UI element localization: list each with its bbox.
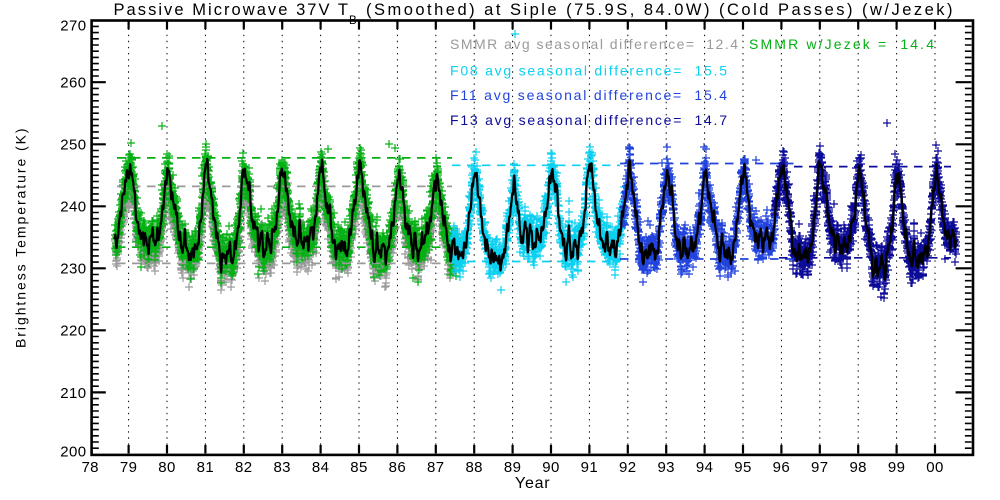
svg-text:230: 230 bbox=[60, 261, 86, 278]
svg-text:81: 81 bbox=[197, 459, 215, 476]
svg-text:94: 94 bbox=[696, 459, 714, 476]
svg-text:F08 avg seasonal difference=: F08 avg seasonal difference= 15.5 bbox=[450, 63, 727, 79]
svg-text:84: 84 bbox=[312, 459, 330, 476]
svg-text:SMMR avg seasonal difference=: SMMR avg seasonal difference= 12.4 bbox=[450, 36, 738, 52]
svg-text:93: 93 bbox=[657, 459, 675, 476]
svg-text:99: 99 bbox=[888, 459, 906, 476]
svg-text:78: 78 bbox=[81, 459, 99, 476]
svg-text:Brightness Temperature (K): Brightness Temperature (K) bbox=[13, 128, 29, 348]
svg-text:220: 220 bbox=[60, 323, 86, 340]
svg-text:79: 79 bbox=[120, 459, 138, 476]
svg-text:80: 80 bbox=[158, 459, 176, 476]
svg-text:86: 86 bbox=[389, 459, 407, 476]
svg-text:250: 250 bbox=[60, 137, 86, 154]
svg-text:Year: Year bbox=[515, 475, 550, 492]
svg-text:98: 98 bbox=[849, 459, 867, 476]
svg-text:87: 87 bbox=[427, 459, 445, 476]
svg-text:F13 avg seasonal difference=: F13 avg seasonal difference= 14.7 bbox=[450, 112, 727, 128]
svg-text:B: B bbox=[349, 15, 357, 27]
svg-text:95: 95 bbox=[734, 459, 752, 476]
svg-text:260: 260 bbox=[60, 75, 86, 92]
svg-text:92: 92 bbox=[619, 459, 637, 476]
svg-text:00: 00 bbox=[926, 459, 944, 476]
svg-text:96: 96 bbox=[773, 459, 791, 476]
svg-text:85: 85 bbox=[350, 459, 368, 476]
svg-text:210: 210 bbox=[60, 385, 86, 402]
svg-text:83: 83 bbox=[273, 459, 291, 476]
svg-text:89: 89 bbox=[504, 459, 522, 476]
svg-text:F11 avg seasonal difference=: F11 avg seasonal difference= 15.4 bbox=[450, 87, 727, 103]
svg-text:90: 90 bbox=[542, 459, 560, 476]
svg-text:270: 270 bbox=[60, 17, 86, 34]
svg-text:200: 200 bbox=[60, 444, 86, 461]
svg-text:88: 88 bbox=[465, 459, 483, 476]
svg-text:240: 240 bbox=[60, 199, 86, 216]
svg-text:91: 91 bbox=[581, 459, 599, 476]
svg-text:Passive Microwave 37V T: Passive Microwave 37V T bbox=[114, 1, 349, 19]
svg-text:97: 97 bbox=[811, 459, 829, 476]
svg-text:(Smoothed) at Siple (75.9S, 84: (Smoothed) at Siple (75.9S, 84.0W) (Cold… bbox=[366, 1, 952, 19]
svg-text:82: 82 bbox=[235, 459, 253, 476]
